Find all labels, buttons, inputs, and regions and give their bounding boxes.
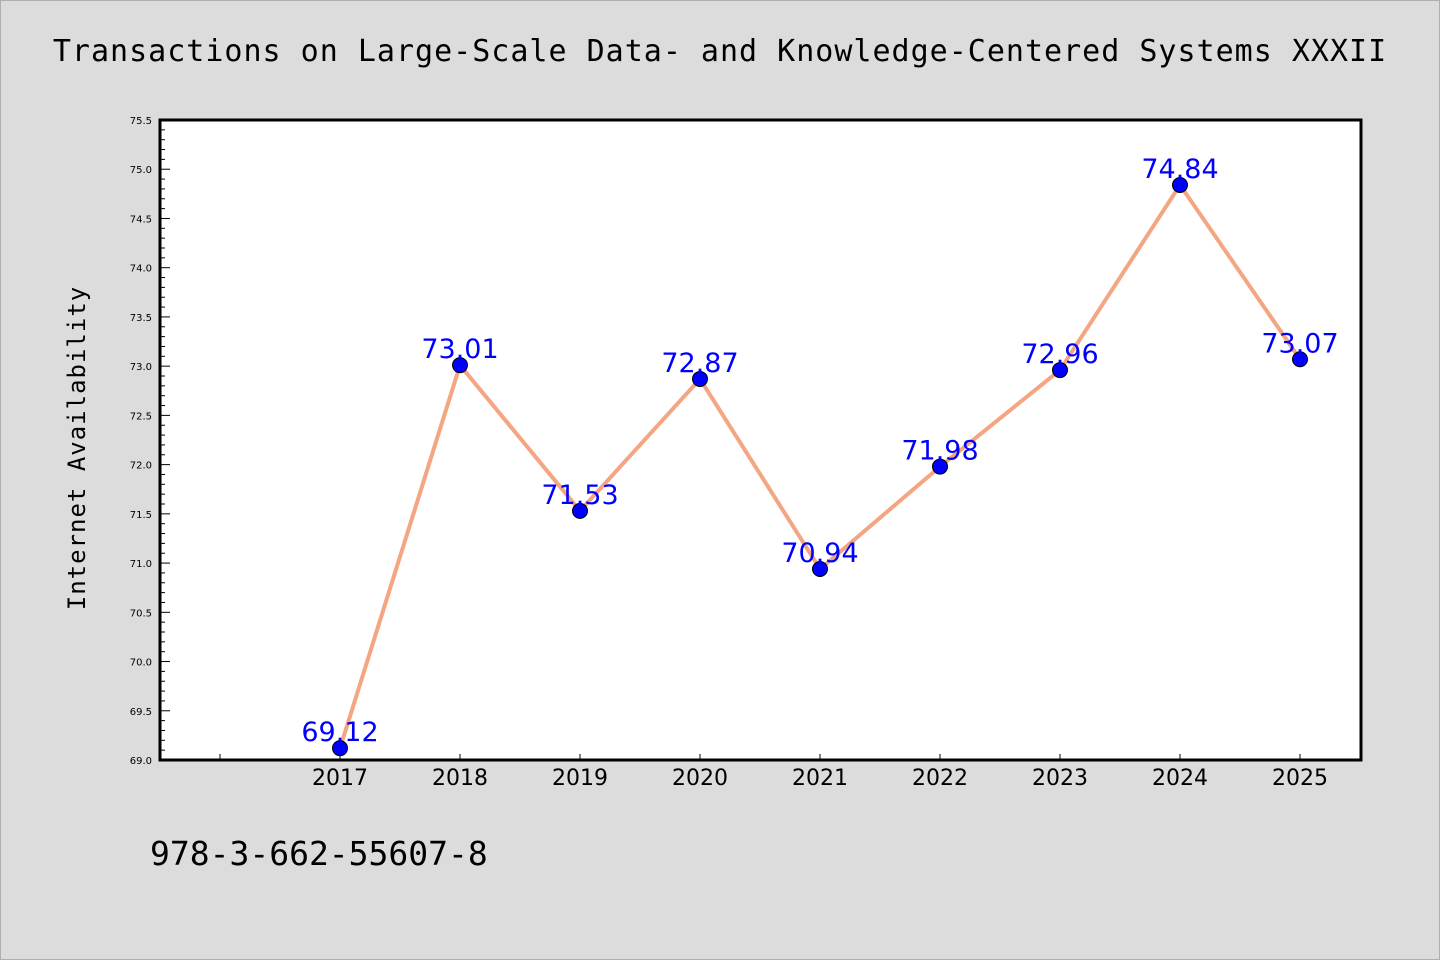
data-label: 70.94 bbox=[781, 538, 858, 569]
data-label: 69.12 bbox=[301, 717, 378, 748]
data-label: 71.53 bbox=[541, 480, 618, 511]
data-point bbox=[932, 458, 948, 475]
y-tick-label: 72.5 bbox=[130, 411, 152, 422]
data-label: 73.01 bbox=[421, 334, 498, 365]
plot-area bbox=[158, 118, 1363, 762]
x-tick-label: 2022 bbox=[912, 766, 968, 791]
data-point bbox=[1292, 351, 1308, 368]
chart-title: Transactions on Large-Scale Data- and Kn… bbox=[52, 34, 1388, 69]
y-tick-label: 72.0 bbox=[130, 461, 152, 472]
y-tick-label: 71.0 bbox=[130, 559, 152, 570]
data-point bbox=[1172, 176, 1188, 193]
y-tick-label: 73.0 bbox=[130, 362, 152, 373]
data-point bbox=[572, 502, 588, 519]
x-tick-label: 2023 bbox=[1032, 766, 1088, 791]
data-label: 72.87 bbox=[661, 348, 738, 379]
y-tick-label: 71.5 bbox=[130, 510, 152, 521]
x-tick-label: 2020 bbox=[672, 766, 728, 791]
data-label: 73.07 bbox=[1261, 328, 1338, 359]
x-tick-label: 2024 bbox=[1152, 766, 1208, 791]
y-tick-label: 74.5 bbox=[130, 214, 152, 225]
y-tick-label: 70.0 bbox=[130, 658, 152, 669]
x-tick-label: 2017 bbox=[312, 766, 368, 791]
y-tick-label: 69.0 bbox=[130, 756, 152, 767]
y-tick-label: 75.0 bbox=[130, 165, 152, 176]
data-point bbox=[1052, 362, 1068, 379]
x-tick-label: 2018 bbox=[432, 766, 488, 791]
x-tick-label: 2025 bbox=[1272, 766, 1328, 791]
y-tick-label: 69.5 bbox=[130, 707, 152, 718]
y-tick-label: 70.5 bbox=[130, 608, 152, 619]
data-point bbox=[452, 357, 468, 374]
x-tick-label: 2021 bbox=[792, 766, 848, 791]
data-point bbox=[692, 370, 708, 387]
data-point bbox=[812, 560, 828, 577]
y-tick-label: 75.5 bbox=[130, 116, 152, 127]
data-label: 72.96 bbox=[1021, 339, 1098, 370]
x-tick-label: 2019 bbox=[552, 766, 608, 791]
y-tick-label: 73.5 bbox=[130, 313, 152, 324]
data-point bbox=[332, 740, 348, 757]
y-tick-label: 74.0 bbox=[130, 264, 152, 275]
data-label: 74.84 bbox=[1141, 154, 1218, 185]
isbn-text: 978-3-662-55607-8 bbox=[150, 834, 488, 873]
data-label: 71.98 bbox=[901, 436, 978, 467]
